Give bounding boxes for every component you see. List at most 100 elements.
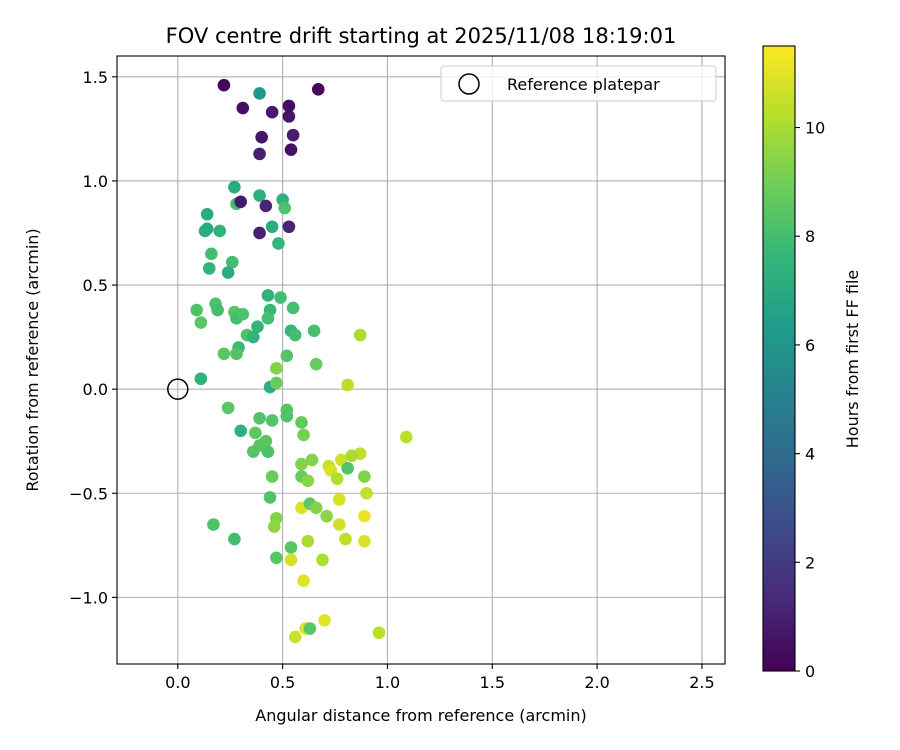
data-point xyxy=(228,532,241,546)
data-point xyxy=(270,551,283,565)
data-point xyxy=(272,237,285,250)
data-point xyxy=(230,347,243,361)
data-point xyxy=(251,320,264,333)
data-point xyxy=(358,509,371,523)
data-point xyxy=(226,255,239,269)
colorbar-tick-label: 8 xyxy=(805,227,815,246)
x-tick-label: 2.5 xyxy=(689,673,714,692)
data-point xyxy=(282,110,296,123)
data-point xyxy=(400,430,413,444)
data-point xyxy=(295,457,308,471)
colorbar-tick-label: 2 xyxy=(805,553,815,572)
colorbar-tick-label: 10 xyxy=(805,119,825,138)
data-point xyxy=(261,289,275,302)
data-point xyxy=(194,316,208,329)
data-point xyxy=(280,349,294,363)
data-point xyxy=(202,262,216,275)
data-point xyxy=(288,630,302,644)
legend-label-reference: Reference platepar xyxy=(507,75,660,94)
data-point xyxy=(307,324,321,338)
grid-layer xyxy=(117,56,725,664)
data-point xyxy=(284,553,298,567)
data-point xyxy=(345,449,359,463)
data-point xyxy=(311,83,325,96)
data-point xyxy=(265,220,279,234)
x-axis-label: Angular distance from reference (arcmin) xyxy=(255,706,586,725)
data-point xyxy=(217,347,231,361)
data-point xyxy=(253,226,266,240)
data-point xyxy=(288,328,302,342)
data-point xyxy=(297,428,310,442)
data-point xyxy=(236,101,250,115)
x-tick-label: 0.5 xyxy=(270,673,295,692)
data-point xyxy=(284,143,298,156)
data-point xyxy=(221,401,235,415)
colorbar-ticks: 0 2 4 6 8 10 xyxy=(795,119,825,681)
data-point xyxy=(358,470,371,483)
data-point xyxy=(236,307,250,321)
data-point xyxy=(217,78,231,92)
data-point xyxy=(372,626,386,640)
points-layer xyxy=(190,78,413,644)
legend: Reference platepar xyxy=(440,65,717,102)
y-tick-label: 0.0 xyxy=(83,380,108,399)
data-point xyxy=(358,534,371,548)
data-point xyxy=(253,189,266,202)
data-point xyxy=(253,412,266,425)
data-point xyxy=(200,207,214,221)
data-point xyxy=(286,128,300,142)
data-point xyxy=(280,409,294,423)
data-point xyxy=(282,99,296,113)
plot-frame xyxy=(116,55,726,665)
data-point xyxy=(316,553,329,567)
data-point xyxy=(286,301,300,315)
data-point xyxy=(270,376,283,390)
y-tick-label: 0.5 xyxy=(83,276,108,295)
data-point xyxy=(259,434,273,448)
colorbar-label: Hours from first FF file xyxy=(843,270,862,449)
data-point xyxy=(228,180,241,194)
data-point xyxy=(301,534,315,548)
data-point xyxy=(297,574,310,588)
x-tick-label: 1.0 xyxy=(375,673,400,692)
colorbar-gradient xyxy=(763,46,795,671)
data-point xyxy=(194,372,208,386)
data-point xyxy=(353,328,367,342)
data-point xyxy=(265,105,279,119)
data-point xyxy=(205,247,218,261)
data-point xyxy=(305,453,319,467)
legend-box xyxy=(440,65,717,102)
colorbar-tick-label: 4 xyxy=(805,445,815,464)
x-axis-ticks: 0.0 0.5 1.0 1.5 2.0 2.5 xyxy=(165,664,715,692)
data-point xyxy=(339,532,352,546)
data-point xyxy=(234,424,247,438)
data-point xyxy=(295,416,308,429)
data-point xyxy=(332,518,346,531)
y-axis-label: Rotation from reference (arcmin) xyxy=(23,228,42,491)
data-point xyxy=(318,613,331,627)
y-tick-label: −0.5 xyxy=(69,484,108,503)
y-tick-label: −1.0 xyxy=(69,588,108,607)
data-point xyxy=(246,330,260,344)
data-point xyxy=(246,445,260,458)
data-point xyxy=(303,622,317,635)
data-point xyxy=(211,303,224,317)
data-point xyxy=(301,474,315,488)
colorbar-tick-label: 6 xyxy=(805,336,815,355)
data-point xyxy=(270,362,283,375)
data-point xyxy=(213,224,227,238)
data-point xyxy=(207,518,220,531)
data-point xyxy=(267,520,281,533)
data-point xyxy=(360,486,373,500)
data-point xyxy=(255,130,268,144)
data-point xyxy=(282,220,296,234)
chart-title: FOV centre drift starting at 2025/11/08 … xyxy=(166,24,677,48)
data-point xyxy=(320,509,333,523)
data-point xyxy=(332,493,346,506)
data-point xyxy=(278,201,292,215)
y-tick-label: 1.5 xyxy=(83,68,108,87)
data-point xyxy=(330,472,344,485)
data-point xyxy=(261,312,275,325)
colorbar-tick-label: 0 xyxy=(805,662,815,681)
